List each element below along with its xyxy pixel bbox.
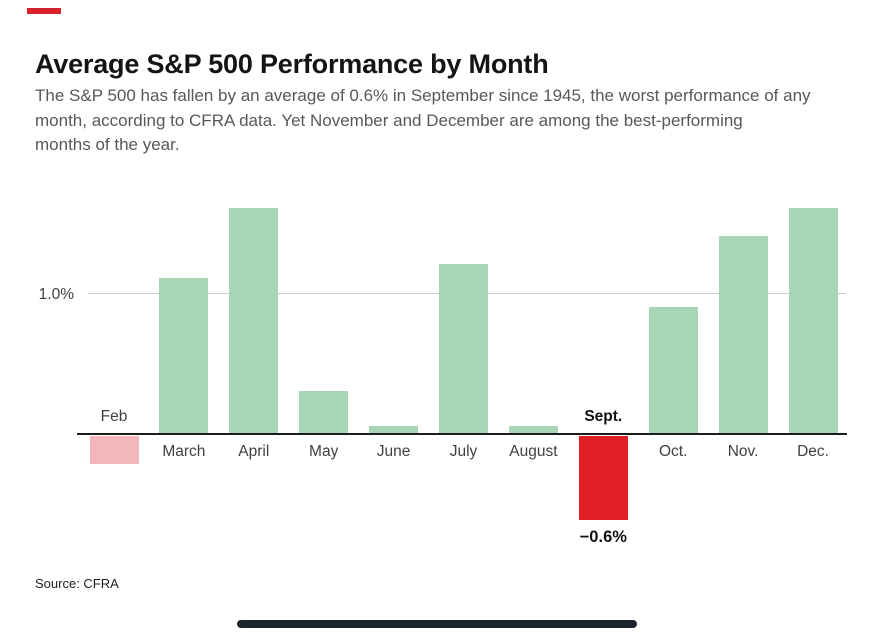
subtitle-line: month, according to CFRA data. Yet Novem… [35, 110, 743, 130]
month-label-august: August [509, 443, 558, 460]
bar-april [229, 208, 279, 433]
bar-sept [578, 436, 628, 520]
month-label-dec: Dec. [797, 443, 829, 460]
value-label-sept: −0.6% [579, 528, 627, 546]
month-label-april: April [238, 443, 270, 460]
source-attribution: Source: CFRA [35, 576, 119, 591]
bar-nov [718, 236, 768, 433]
month-label-feb: Feb [100, 408, 128, 425]
subtitle-line: The S&P 500 has fallen by an average of … [35, 86, 811, 105]
month-label-may: May [309, 443, 339, 460]
subtitle-line: months of the year. [35, 135, 180, 154]
month-label-sept: Sept. [584, 408, 623, 425]
bar-july [439, 264, 488, 433]
bar-feb [89, 436, 139, 464]
y-axis-tick-label: 1.0% [38, 286, 74, 303]
bar-dec [788, 208, 838, 433]
bar-march [159, 278, 209, 433]
x-axis-line [77, 433, 847, 435]
month-label-nov: Nov. [727, 443, 759, 460]
bar-august [508, 426, 558, 433]
month-label-oct: Oct. [658, 443, 688, 460]
month-label-june: June [376, 443, 411, 460]
bar-may [299, 391, 349, 433]
bar-oct [648, 307, 698, 433]
chart-title: Average S&P 500 Performance by Month [35, 49, 549, 80]
month-label-march: March [162, 443, 206, 460]
month-label-july: July [449, 443, 478, 460]
red-accent-mark [27, 8, 61, 14]
chart-subtitle: The S&P 500 has fallen by an average of … [35, 84, 855, 158]
home-indicator-bar [237, 620, 637, 628]
bar-june [369, 426, 419, 433]
